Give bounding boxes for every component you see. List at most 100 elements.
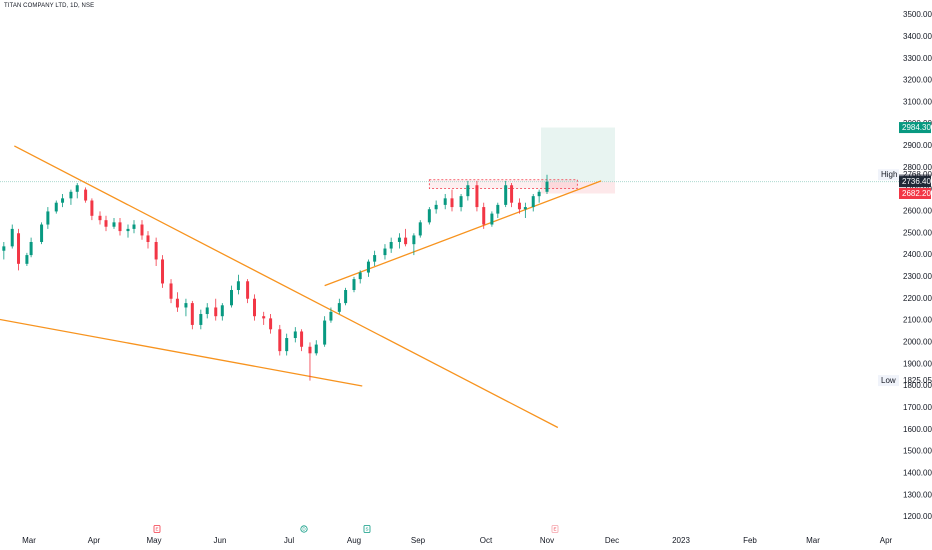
- candle-body[interactable]: [352, 279, 356, 291]
- candle-body[interactable]: [504, 185, 508, 205]
- candle-body[interactable]: [205, 307, 209, 315]
- price-tick-label: 1400.00: [903, 468, 932, 477]
- candle-body[interactable]: [300, 331, 304, 347]
- time-tick-label: Nov: [540, 536, 554, 545]
- candle-body[interactable]: [418, 222, 422, 236]
- candle-body[interactable]: [337, 303, 341, 312]
- candle-body[interactable]: [40, 224, 44, 242]
- candle-body[interactable]: [175, 298, 179, 308]
- trendline-descending[interactable]: [14, 145, 559, 429]
- candle-body[interactable]: [220, 305, 224, 317]
- price-tick-label: 2900.00: [903, 141, 932, 150]
- price-tick-label: 2400.00: [903, 250, 932, 259]
- candle-body[interactable]: [236, 281, 240, 291]
- candle-body[interactable]: [314, 344, 318, 354]
- dividend-icon-label: D: [302, 527, 306, 532]
- price-tick-label: 2600.00: [903, 207, 932, 216]
- candle-body[interactable]: [169, 283, 173, 299]
- candle-body[interactable]: [397, 237, 401, 242]
- candle-body[interactable]: [329, 311, 333, 321]
- candle-body[interactable]: [373, 255, 377, 262]
- candle-body[interactable]: [308, 346, 312, 354]
- candle-body[interactable]: [412, 235, 416, 245]
- split-icon[interactable]: [363, 525, 371, 533]
- candle-body[interactable]: [531, 196, 535, 208]
- trendline-lower[interactable]: [0, 314, 363, 387]
- target-price-badge: [899, 122, 931, 134]
- candle-body[interactable]: [537, 191, 541, 197]
- target-zone: [541, 127, 615, 182]
- price-tick-label: 1800.00: [903, 381, 932, 390]
- candle-body[interactable]: [323, 320, 327, 345]
- candle-body[interactable]: [230, 290, 233, 306]
- candle-body[interactable]: [29, 241, 33, 256]
- candle-body[interactable]: [84, 189, 88, 201]
- dividend-icon[interactable]: [300, 525, 308, 533]
- candle-body[interactable]: [161, 259, 165, 284]
- candle-body[interactable]: [190, 303, 194, 325]
- candle-body[interactable]: [510, 185, 514, 203]
- candle-body[interactable]: [404, 237, 408, 245]
- candle-body[interactable]: [184, 303, 188, 308]
- candle-body[interactable]: [366, 261, 370, 273]
- earnings-icon-label: E: [155, 527, 158, 532]
- candle-body[interactable]: [517, 202, 521, 210]
- candle-body[interactable]: [104, 220, 108, 227]
- price-tick-label: 3500.00: [903, 10, 932, 19]
- candle-body[interactable]: [75, 185, 79, 192]
- candle-body[interactable]: [132, 224, 136, 229]
- candle-body[interactable]: [140, 224, 144, 236]
- last-price-b-badge: [899, 176, 931, 188]
- trendline-ascending[interactable]: [324, 180, 602, 287]
- candle-body[interactable]: [17, 233, 21, 264]
- candle-body[interactable]: [443, 198, 447, 205]
- candle-body[interactable]: [262, 316, 266, 319]
- candle-body[interactable]: [126, 228, 130, 232]
- candle-body[interactable]: [450, 198, 454, 208]
- price-tick-label: 3400.00: [903, 32, 932, 41]
- candle-body[interactable]: [69, 191, 73, 199]
- candle-body[interactable]: [344, 290, 348, 304]
- earnings-icon[interactable]: [153, 525, 161, 533]
- candle-body[interactable]: [285, 338, 289, 352]
- stop-price-badge: [899, 187, 931, 199]
- candle-body[interactable]: [118, 222, 122, 232]
- candle-body[interactable]: [46, 211, 50, 225]
- candle-body[interactable]: [54, 202, 58, 212]
- candle-body[interactable]: [496, 204, 500, 214]
- candle-body[interactable]: [61, 198, 65, 203]
- candle-body[interactable]: [459, 196, 463, 208]
- candle-body[interactable]: [154, 241, 158, 260]
- candle-body[interactable]: [434, 204, 438, 210]
- earnings-icon[interactable]: [551, 525, 559, 533]
- candle-body[interactable]: [490, 213, 494, 225]
- resistance-zone: [428, 179, 578, 189]
- candle-body[interactable]: [269, 318, 273, 330]
- candle-body[interactable]: [246, 281, 250, 299]
- candle-body[interactable]: [253, 298, 256, 317]
- candle-body[interactable]: [389, 241, 393, 249]
- time-tick-label: Jul: [284, 536, 294, 545]
- candle-body[interactable]: [98, 215, 102, 221]
- candle-body[interactable]: [383, 248, 387, 256]
- candle-body[interactable]: [523, 207, 527, 210]
- candle-body[interactable]: [214, 307, 218, 317]
- candle-body[interactable]: [278, 329, 282, 352]
- candle-body[interactable]: [475, 185, 479, 208]
- candle-body[interactable]: [112, 222, 116, 227]
- candle-body[interactable]: [25, 255, 29, 264]
- candle-body[interactable]: [545, 181, 549, 192]
- candle-body[interactable]: [2, 246, 6, 251]
- candle-body[interactable]: [358, 272, 362, 280]
- candle-body[interactable]: [90, 200, 94, 216]
- time-tick-label: Mar: [806, 536, 820, 545]
- candle-body[interactable]: [146, 235, 150, 242]
- candle-body[interactable]: [10, 228, 14, 247]
- candle-body[interactable]: [199, 314, 203, 325]
- candle-body[interactable]: [466, 185, 470, 197]
- candle-body[interactable]: [427, 209, 431, 223]
- time-tick-label: Jun: [214, 536, 227, 545]
- candle-body[interactable]: [293, 331, 297, 339]
- candle-body[interactable]: [482, 207, 486, 225]
